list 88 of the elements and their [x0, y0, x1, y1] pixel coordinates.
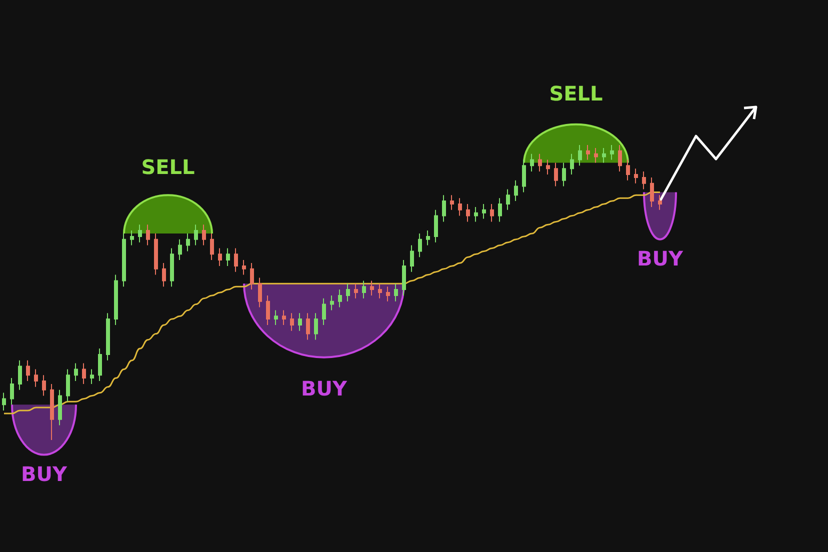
candlestick: [50, 383, 54, 440]
candlestick: [290, 312, 294, 332]
candlestick: [346, 283, 350, 302]
candlestick: [618, 144, 622, 172]
text: SELL: [549, 81, 604, 106]
candlestick: [354, 283, 358, 299]
candlestick: [578, 144, 582, 166]
candlestick: [626, 159, 630, 181]
candlestick: [322, 298, 326, 326]
candlestick: [250, 262, 254, 290]
candlestick: [178, 238, 182, 261]
candlestick: [218, 248, 222, 266]
candlestick: [474, 206, 478, 222]
candlestick: [546, 159, 550, 175]
candlestick: [130, 230, 134, 246]
candlestick: [378, 283, 382, 299]
candlestick: [530, 153, 534, 172]
candlestick: [466, 204, 470, 222]
candlestick: [314, 312, 318, 340]
candlestick: [338, 289, 342, 308]
annotation: SELL: [141, 155, 196, 180]
candlestick: [586, 144, 590, 160]
candlestick: [138, 224, 142, 243]
candlestick: [402, 260, 406, 296]
candlestick: [426, 230, 430, 246]
candlestick: [410, 244, 414, 272]
candlestick: [58, 389, 62, 426]
candlestick: [162, 262, 166, 288]
candlestick: [202, 224, 206, 246]
candlestick: [18, 360, 22, 390]
candlestick: [146, 224, 150, 246]
candlestick: [298, 312, 302, 332]
candlestick: [522, 159, 526, 193]
candlestick: [2, 392, 6, 411]
candlestick: [554, 162, 558, 187]
candlestick: [282, 310, 286, 326]
candlestick: [538, 153, 542, 172]
candlestick: [266, 294, 270, 326]
candlestick: [154, 233, 158, 276]
candlestick: [42, 374, 46, 396]
candlestick: [82, 362, 86, 384]
candlestick: [602, 147, 606, 164]
candlestick: [514, 180, 518, 202]
candlestick: [506, 188, 510, 210]
candlestick: [594, 147, 598, 164]
candlestick: [234, 248, 238, 272]
candlestick: [610, 144, 614, 160]
candlestick: [330, 294, 334, 311]
candlestick: [122, 233, 126, 288]
candlestick: [98, 348, 102, 382]
annotation: BUY: [637, 246, 684, 271]
candlestick: [106, 312, 110, 361]
candlestick: [386, 286, 390, 302]
candlestick: [186, 233, 190, 252]
candlestick: [26, 360, 30, 382]
candlestick: [650, 176, 654, 208]
candlestick: [362, 280, 366, 299]
annotation: BUY: [301, 376, 348, 400]
candlestick: [458, 198, 462, 216]
candlestick: [194, 224, 198, 246]
candlestick: [258, 277, 262, 308]
candlestick: [634, 168, 638, 184]
candlestick: [210, 233, 214, 261]
text: BUY: [21, 462, 68, 486]
candlestick: [394, 283, 398, 302]
candlestick: [74, 362, 78, 382]
candlestick: [418, 233, 422, 258]
candlestick: [450, 194, 454, 210]
candlestick: [306, 312, 310, 340]
candlestick: [370, 280, 374, 296]
candlestick: [274, 310, 278, 326]
candlestick: [10, 378, 14, 406]
candlestick: [562, 162, 566, 187]
candlestick: [90, 368, 94, 384]
candlestick: [34, 368, 38, 388]
candlestick: [242, 260, 246, 276]
candlestick: [66, 368, 70, 402]
candlestick: [442, 194, 446, 222]
candlestick: [482, 204, 486, 220]
candlestick: [498, 198, 502, 222]
candlestick: [490, 204, 494, 222]
candlestick: [114, 274, 118, 326]
candlestick: [642, 171, 646, 190]
candlestick: [170, 248, 174, 288]
candlestick: [570, 153, 574, 175]
candlestick: [434, 209, 438, 243]
candlestick: [658, 194, 662, 210]
candlestick: [226, 248, 230, 266]
